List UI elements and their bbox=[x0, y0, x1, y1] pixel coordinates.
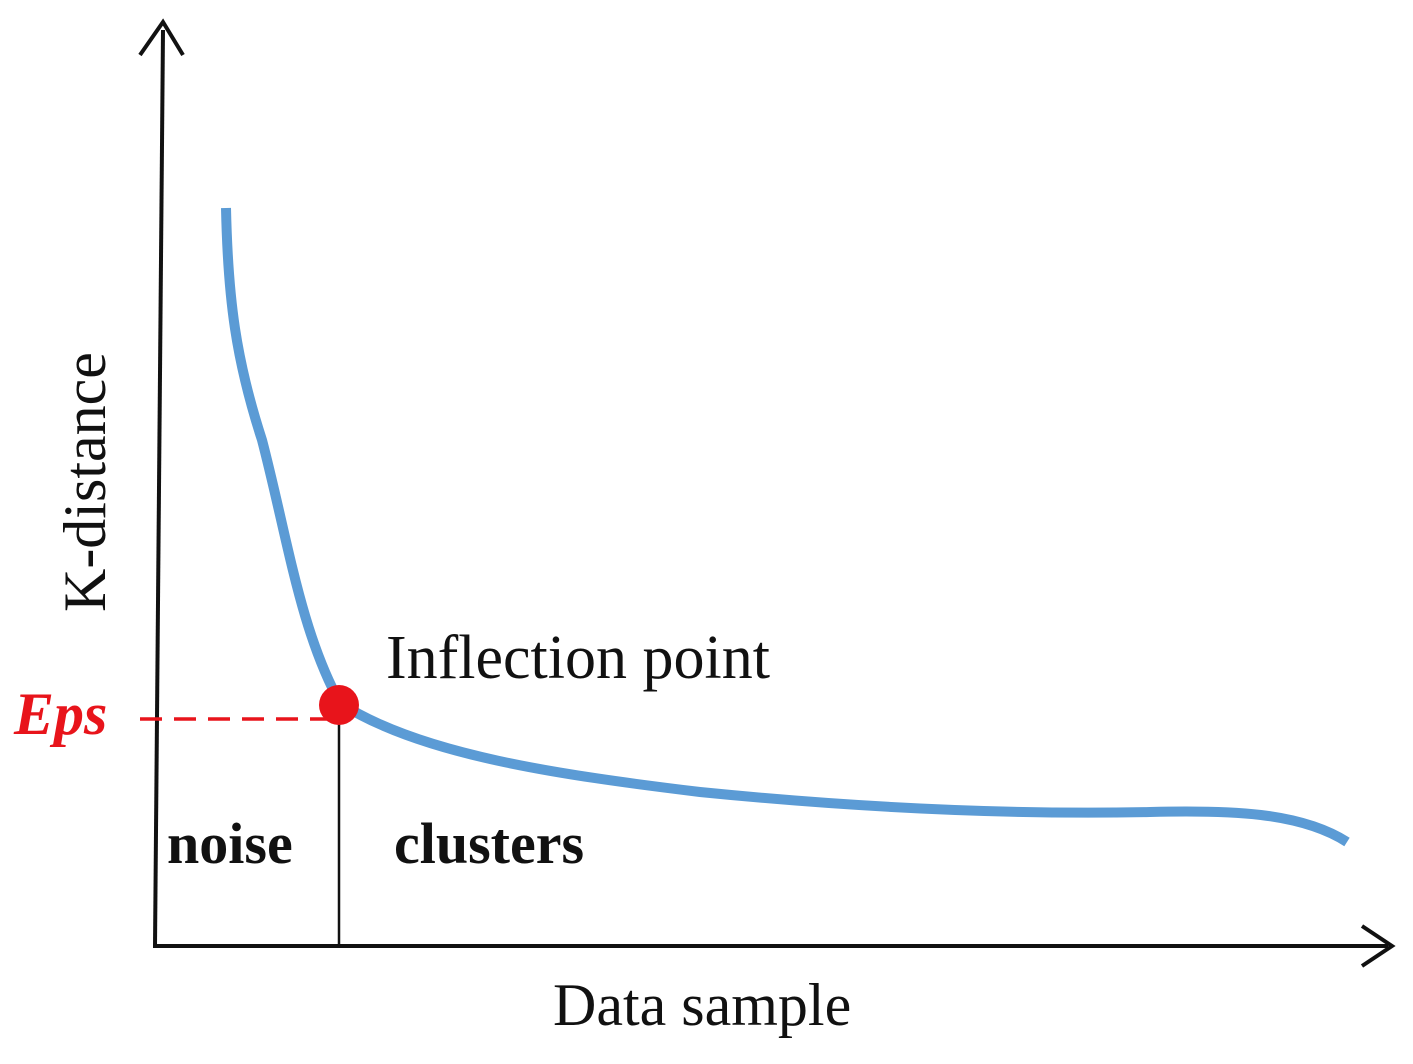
x-axis-arrowhead bbox=[1360, 924, 1396, 968]
inflection-point-marker bbox=[319, 685, 359, 725]
noise-region-label: noise bbox=[167, 811, 293, 876]
y-axis-title: K-distance bbox=[52, 352, 118, 612]
eps-label: Eps bbox=[13, 681, 107, 747]
x-axis-title: Data sample bbox=[553, 972, 851, 1038]
clusters-region-label: clusters bbox=[394, 811, 584, 876]
k-distance-curve bbox=[221, 207, 1350, 847]
y-axis-arrowhead bbox=[138, 18, 185, 57]
y-axis-line bbox=[153, 29, 165, 947]
inflection-point-label: Inflection point bbox=[386, 624, 770, 692]
